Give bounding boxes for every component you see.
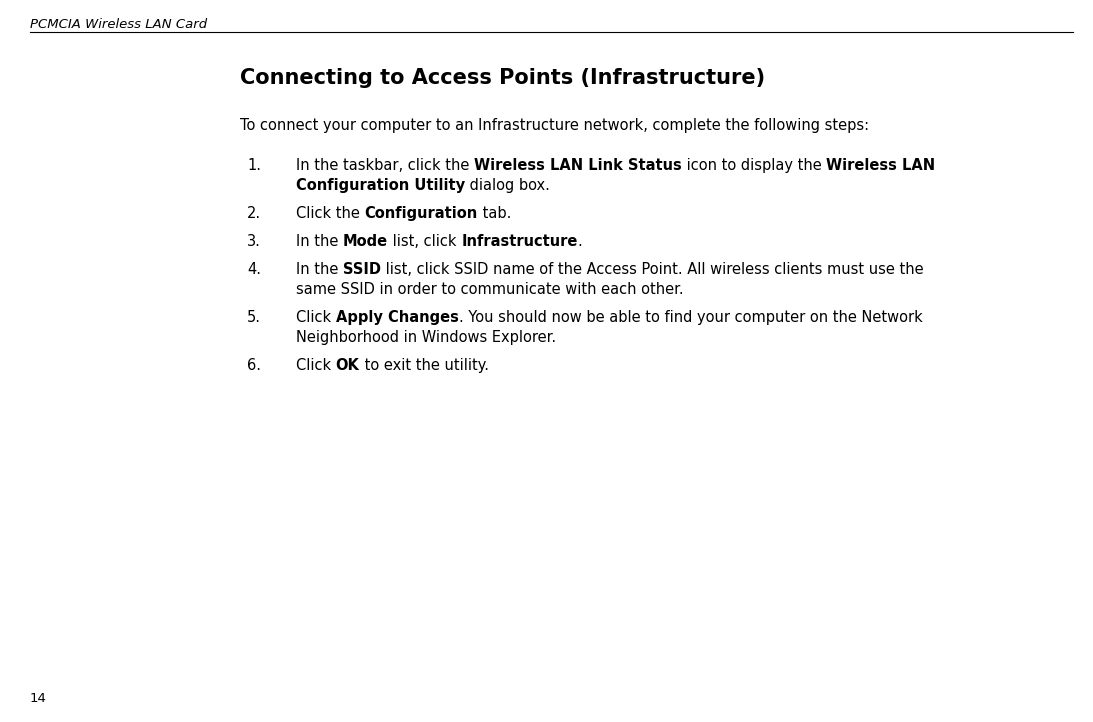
Text: Mode: Mode xyxy=(343,234,388,249)
Text: icon to display the: icon to display the xyxy=(682,158,826,173)
Text: Wireless LAN Link Status: Wireless LAN Link Status xyxy=(474,158,682,173)
Text: 4.: 4. xyxy=(247,262,261,277)
Text: 3.: 3. xyxy=(247,234,261,249)
Text: Connecting to Access Points (Infrastructure): Connecting to Access Points (Infrastruct… xyxy=(240,68,765,88)
Text: to exit the utility.: to exit the utility. xyxy=(360,358,489,373)
Text: In the: In the xyxy=(296,234,343,249)
Text: PCMCIA Wireless LAN Card: PCMCIA Wireless LAN Card xyxy=(30,18,208,31)
Text: .: . xyxy=(577,234,583,249)
Text: In the taskbar, click the: In the taskbar, click the xyxy=(296,158,474,173)
Text: same SSID in order to communicate with each other.: same SSID in order to communicate with e… xyxy=(296,282,683,297)
Text: 14: 14 xyxy=(30,692,47,705)
Text: Apply Changes: Apply Changes xyxy=(336,310,459,325)
Text: Neighborhood in Windows Explorer.: Neighborhood in Windows Explorer. xyxy=(296,330,556,345)
Text: 6.: 6. xyxy=(247,358,261,373)
Text: 1.: 1. xyxy=(247,158,261,173)
Text: Click: Click xyxy=(296,310,336,325)
Text: Configuration: Configuration xyxy=(364,206,478,221)
Text: In the: In the xyxy=(296,262,343,277)
Text: dialog box.: dialog box. xyxy=(466,178,550,193)
Text: . You should now be able to find your computer on the Network: . You should now be able to find your co… xyxy=(459,310,922,325)
Text: OK: OK xyxy=(336,358,360,373)
Text: list, click: list, click xyxy=(388,234,461,249)
Text: Wireless LAN: Wireless LAN xyxy=(826,158,936,173)
Text: list, click SSID name of the Access Point. All wireless clients must use the: list, click SSID name of the Access Poin… xyxy=(381,262,924,277)
Text: SSID: SSID xyxy=(343,262,381,277)
Text: Infrastructure: Infrastructure xyxy=(461,234,577,249)
Text: Click: Click xyxy=(296,358,336,373)
Text: Click the: Click the xyxy=(296,206,364,221)
Text: tab.: tab. xyxy=(478,206,512,221)
Text: 2.: 2. xyxy=(247,206,261,221)
Text: To connect your computer to an Infrastructure network, complete the following st: To connect your computer to an Infrastru… xyxy=(240,118,869,133)
Text: Configuration Utility: Configuration Utility xyxy=(296,178,466,193)
Text: 5.: 5. xyxy=(247,310,261,325)
